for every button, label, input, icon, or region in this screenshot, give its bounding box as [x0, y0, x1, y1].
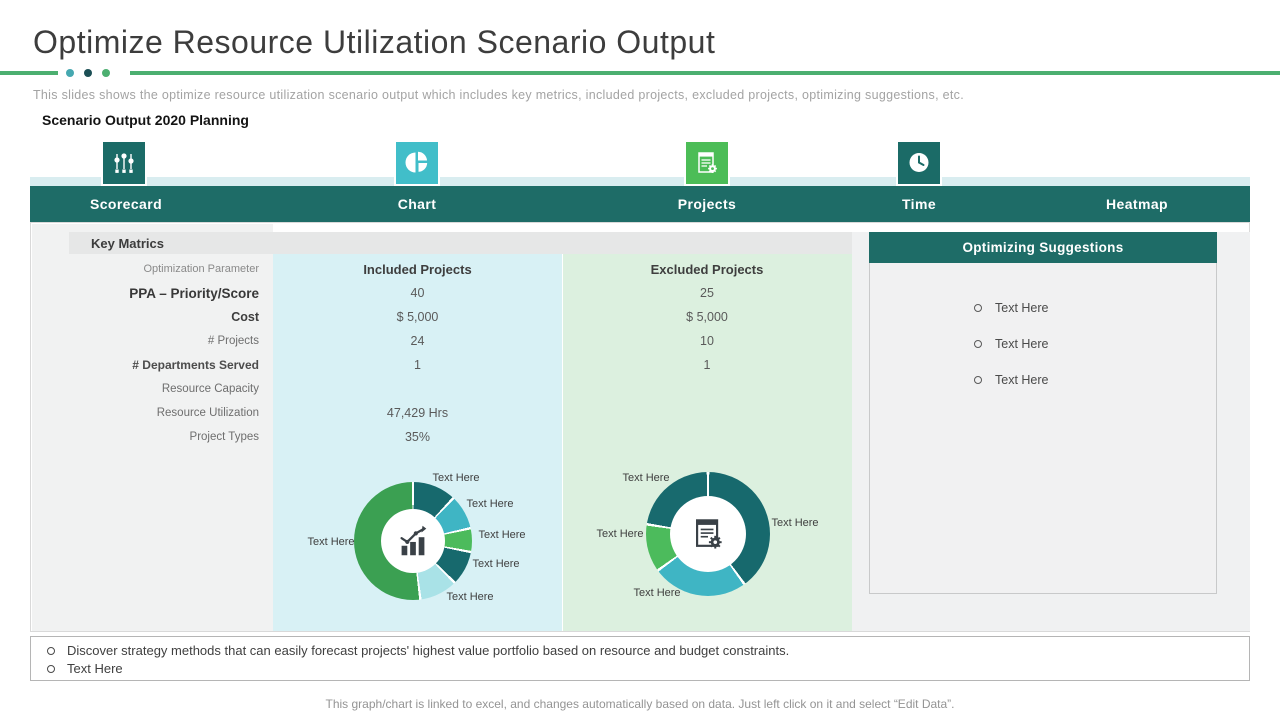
circle-bullet-icon: [974, 304, 982, 312]
metric-value-included: $ 5,000: [396, 310, 439, 324]
metrics-label-column-bg: [32, 224, 273, 631]
divider-dot-green: [102, 69, 110, 77]
slide-description: This slides shows the optimize resource …: [33, 88, 964, 102]
donut-callout-label: Text Here: [771, 517, 819, 529]
suggestion-item: Text Here: [974, 301, 1216, 315]
tab-bar: Scorecard Chart Projects Time Heatmap: [30, 186, 1250, 222]
optimizing-suggestions-panel: Optimizing Suggestions Text Here Text He…: [869, 232, 1217, 594]
page-title: Optimize Resource Utilization Scenario O…: [33, 24, 716, 60]
suggestion-item: Text Here: [974, 373, 1216, 387]
donut-callout-label: Text Here: [472, 558, 520, 570]
optimizing-suggestions-header: Optimizing Suggestions: [869, 232, 1217, 263]
tab-projects[interactable]: Projects: [677, 196, 737, 212]
donut-callout-label: Text Here: [466, 498, 514, 510]
circle-bullet-icon: [974, 340, 982, 348]
tab-time[interactable]: Time: [901, 196, 937, 212]
title-divider: [0, 69, 1280, 77]
metrics-table: Optimization Parameter Included Projects…: [32, 257, 852, 449]
included-projects-donut-chart: [354, 482, 472, 600]
metric-label: # Departments Served: [132, 358, 259, 372]
suggestion-text: Text Here: [995, 373, 1049, 387]
suggestion-text: Text Here: [995, 337, 1049, 351]
metric-label: Resource Capacity: [161, 383, 259, 395]
metric-value-included: 47,429 Hrs: [386, 406, 449, 420]
suggestion-item: Text Here: [974, 337, 1216, 351]
section-subtitle: Scenario Output 2020 Planning: [42, 112, 249, 128]
metric-value-included: 24: [410, 334, 425, 348]
donut-center: [381, 509, 445, 573]
circle-bullet-icon: [974, 376, 982, 384]
metric-value-excluded: 10: [700, 334, 714, 348]
circle-bullet-icon: [47, 664, 55, 673]
metric-value-included: 40: [410, 286, 425, 300]
donut-callout-label: Text Here: [432, 472, 480, 484]
excluded-projects-header: Excluded Projects: [650, 261, 764, 277]
key-metrics-band: Key Matrics: [69, 232, 852, 254]
metric-label: Resource Utilization: [156, 407, 259, 419]
donut-callout-label: Text Here: [446, 591, 494, 603]
projects-tab-icon-button[interactable]: [684, 140, 730, 186]
optimizing-suggestions-body: Text Here Text Here Text Here: [869, 263, 1217, 594]
suggestion-text: Text Here: [995, 301, 1049, 315]
clock-icon: [909, 153, 929, 172]
pie-chart-icon: [405, 151, 428, 173]
key-metrics-heading: Key Matrics: [91, 235, 164, 251]
bar-chart-trend-icon: [400, 525, 427, 556]
metric-label: PPA – Priority/Score: [129, 285, 259, 301]
time-tab-icon-button[interactable]: [896, 140, 942, 186]
metric-label: Cost: [231, 310, 259, 324]
included-projects-header: Included Projects: [363, 261, 472, 277]
note-item: Discover strategy methods that can easil…: [47, 643, 1249, 658]
divider-gap: [58, 71, 130, 75]
donut-callout-label: Text Here: [596, 528, 644, 540]
scorecard-tab-icon-button[interactable]: [101, 140, 147, 186]
metric-value-included: 1: [414, 358, 421, 372]
document-gear-icon: [696, 519, 722, 549]
excluded-projects-donut-chart: [646, 472, 770, 596]
metric-value-excluded: $ 5,000: [686, 310, 728, 324]
chart-tab-icon-button[interactable]: [394, 140, 440, 186]
donut-callout-label: Text Here: [307, 536, 355, 548]
notes-box: Discover strategy methods that can easil…: [30, 636, 1250, 681]
metric-label: Project Types: [189, 431, 259, 443]
content-panel: Key Matrics Optimization Parameter Inclu…: [30, 222, 1250, 632]
metric-label: # Projects: [207, 335, 259, 347]
metric-label: Optimization Parameter: [143, 263, 259, 275]
document-gear-icon: [698, 152, 717, 173]
metric-value-included: 35%: [404, 430, 431, 444]
donut-callout-label: Text Here: [478, 529, 526, 541]
metric-value-excluded: 1: [703, 358, 711, 372]
circle-bullet-icon: [47, 646, 55, 655]
tab-scorecard[interactable]: Scorecard: [89, 196, 163, 212]
tab-chart[interactable]: Chart: [397, 196, 437, 212]
tab-icons-strip: [30, 177, 1250, 186]
donut-callout-label: Text Here: [622, 472, 670, 484]
note-item: Text Here: [47, 661, 1249, 676]
note-text: Text Here: [67, 661, 123, 676]
donut-center: [670, 496, 746, 572]
donut-callout-label: Text Here: [633, 587, 681, 599]
note-text: Discover strategy methods that can easil…: [67, 643, 790, 658]
sliders-icon: [114, 153, 134, 173]
tab-heatmap[interactable]: Heatmap: [1106, 196, 1168, 212]
divider-dot-teal: [66, 69, 74, 77]
metric-value-excluded: 25: [700, 286, 714, 300]
footer-note: This graph/chart is linked to excel, and…: [325, 697, 955, 711]
divider-dot-dark: [84, 69, 92, 77]
